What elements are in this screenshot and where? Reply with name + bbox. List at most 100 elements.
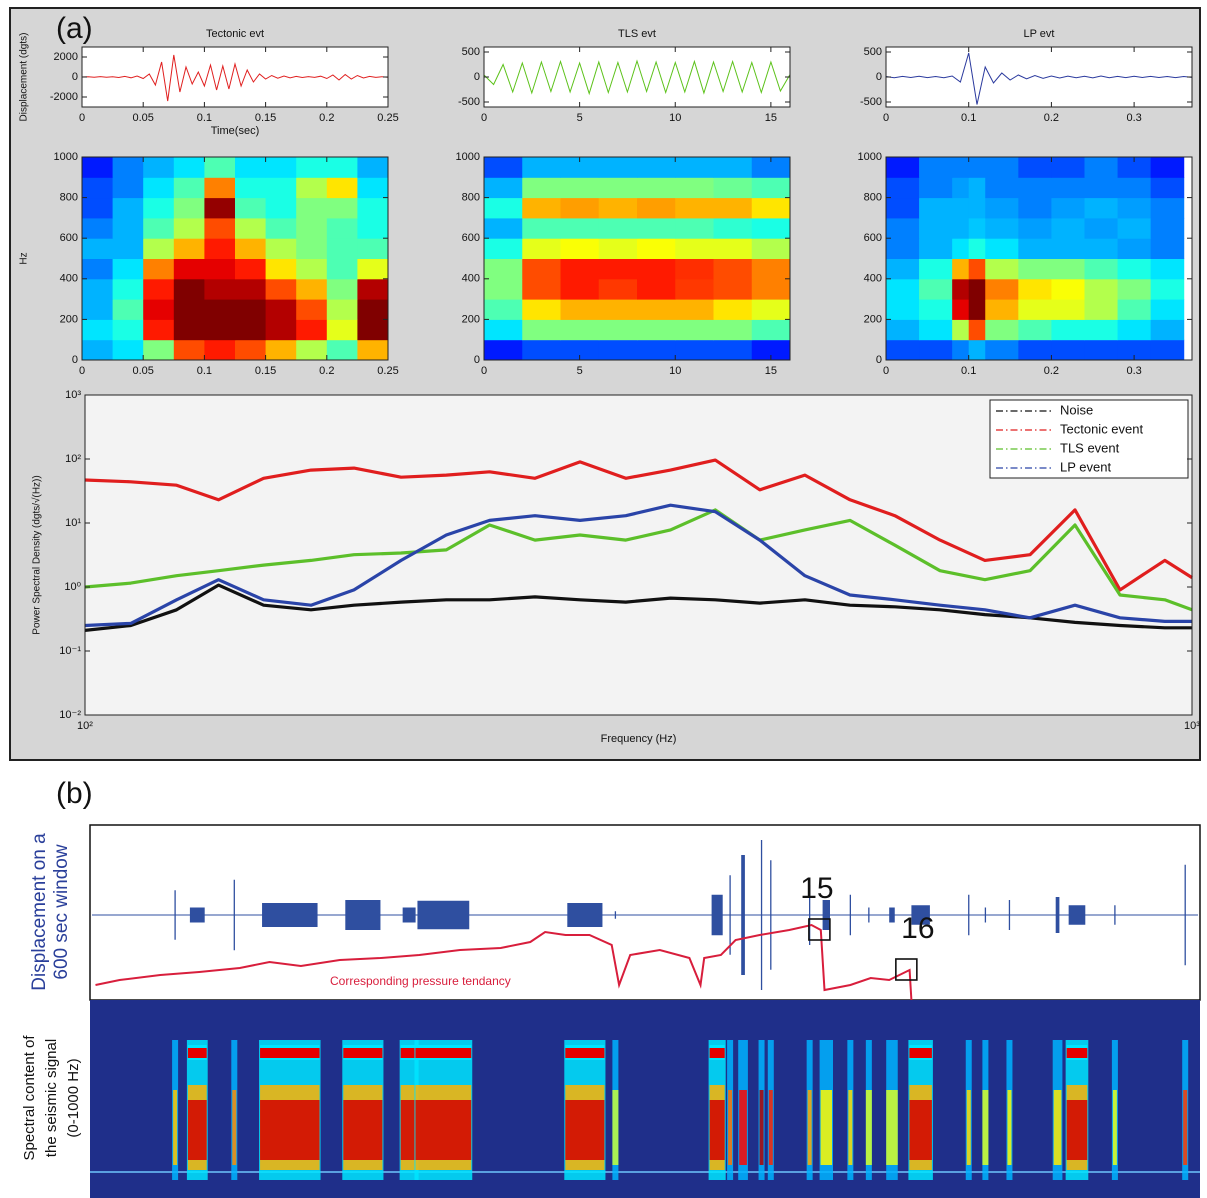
heat-cell	[1018, 177, 1052, 199]
spectral-blob	[400, 1100, 418, 1160]
heat-cell	[112, 197, 144, 219]
heat-cell	[560, 339, 600, 361]
x-tick-label: 0	[883, 365, 889, 377]
spectral-blob	[343, 1100, 383, 1160]
heat-cell	[598, 339, 638, 361]
heat-cell	[204, 299, 236, 320]
heat-cell	[265, 339, 297, 361]
heat-cell	[560, 217, 600, 239]
heat-cell	[952, 238, 970, 259]
y-tick-label: 800	[864, 192, 882, 204]
heat-cell	[985, 217, 1019, 239]
heat-cell	[952, 319, 970, 341]
heat-cell	[751, 197, 791, 219]
heat-cell	[713, 238, 753, 259]
trace-burst	[345, 900, 381, 930]
spectral-blob	[759, 1090, 764, 1165]
heat-cell	[522, 157, 561, 178]
heat-cell	[1018, 157, 1052, 178]
heat-cell	[173, 197, 205, 219]
y-axis-label: Displacement (dgts)	[19, 33, 30, 122]
x-tick-label: 0	[79, 112, 85, 124]
spectral-blob	[1053, 1090, 1062, 1165]
heat-cell	[1051, 197, 1085, 219]
heat-cell	[919, 238, 953, 259]
waveform	[483, 59, 791, 96]
heat-cell	[326, 177, 358, 199]
heat-cell	[919, 177, 953, 199]
heat-cell	[560, 278, 600, 300]
x-tick-label: 15	[765, 365, 777, 377]
heat-cell	[82, 217, 114, 239]
heat-cell	[296, 278, 328, 300]
heat-cell	[598, 217, 638, 239]
heat-cell	[112, 299, 144, 320]
heat-cell	[484, 258, 523, 280]
heat-cell	[560, 258, 600, 280]
heat-cell	[484, 177, 523, 199]
spectral-blob	[728, 1090, 733, 1165]
y-tick-label: 500	[864, 46, 882, 58]
psd-line	[84, 458, 1193, 592]
spectral-blob	[232, 1090, 237, 1165]
heat-cell	[265, 177, 297, 199]
heat-cell	[637, 258, 676, 280]
spectral-blob	[865, 1090, 872, 1165]
heat-cell	[919, 339, 953, 361]
heat-cell	[968, 157, 986, 178]
y-tick-label: 200	[60, 313, 78, 325]
spectral-blob	[966, 1090, 971, 1165]
heat-cell	[173, 339, 205, 361]
y-axis-label: Spectral content of	[21, 1035, 38, 1161]
heat-cell	[598, 299, 638, 320]
x-tick-label: 0.1	[961, 365, 976, 377]
heat-cell	[204, 339, 236, 361]
x-tick-label: 0.15	[255, 112, 276, 124]
heat-cell	[1117, 197, 1152, 219]
plot-frame	[84, 394, 1193, 716]
heat-cell	[886, 238, 920, 259]
heat-cell	[919, 299, 953, 320]
y-tick-label: 400	[462, 273, 480, 285]
heat-cell	[204, 197, 236, 219]
x-tick-label: 0.3	[1126, 112, 1141, 124]
x-tick-label: 0	[883, 112, 889, 124]
heat-cell	[751, 157, 791, 178]
heat-cell	[82, 258, 114, 280]
heat-cell	[112, 258, 144, 280]
heat-cell	[296, 177, 328, 199]
heat-cell	[637, 299, 676, 320]
heat-cell	[560, 299, 600, 320]
heat-cell	[204, 278, 236, 300]
heat-cell	[968, 197, 986, 219]
heat-cell	[713, 258, 753, 280]
heat-cell	[296, 258, 328, 280]
heat-cell	[886, 258, 920, 280]
y-tick-label: 1000	[858, 151, 882, 163]
spectral-blob	[260, 1048, 320, 1058]
heat-cell	[675, 319, 714, 341]
heat-cell	[357, 197, 389, 219]
trace-burst	[711, 894, 723, 936]
spectral-blob	[415, 1048, 472, 1058]
x-tick-label: 0.1	[961, 112, 976, 124]
y-tick-label: 0	[876, 354, 882, 366]
heat-cell	[484, 339, 523, 361]
heat-cell	[985, 319, 1019, 341]
heat-cell	[143, 278, 175, 300]
heat-cell	[637, 157, 676, 178]
x-axis-label: Time(sec)	[211, 125, 259, 137]
y-tick-label: 800	[60, 192, 78, 204]
heat-cell	[637, 319, 676, 341]
heat-cell	[675, 217, 714, 239]
spectral-blob	[1066, 1048, 1088, 1058]
heat-cell	[1117, 299, 1152, 320]
heat-cell	[357, 258, 389, 280]
heat-cell	[886, 217, 920, 239]
heat-cell	[326, 157, 358, 178]
spectrogram-panel	[90, 1000, 1200, 1198]
heat-cell	[968, 278, 986, 300]
heat-cell	[484, 319, 523, 341]
heat-cell	[326, 217, 358, 239]
